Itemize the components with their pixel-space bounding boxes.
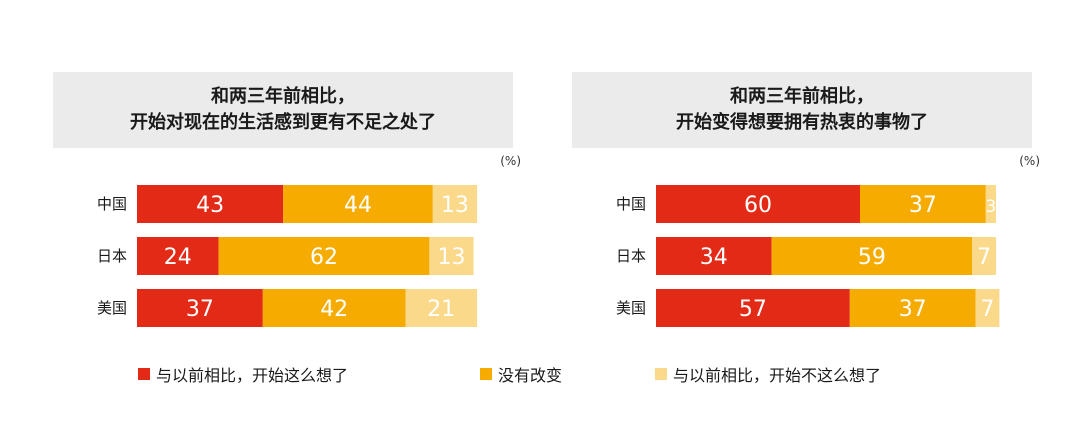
data-label: 57 — [739, 297, 767, 322]
legend-item-not-changed: 与以前相比，开始不这么想了 — [655, 362, 881, 386]
data-label: 60 — [744, 193, 772, 218]
chart-title-line-1: 和两三年前相比， — [211, 86, 355, 107]
legend-label: 与以前相比，开始这么想了 — [156, 366, 349, 385]
data-label: 13 — [438, 245, 466, 270]
chart-title: 和两三年前相比， 开始对现在的生活感到更有不足之处了 — [53, 72, 513, 148]
bar-segment-changed — [137, 185, 284, 223]
data-label: 37 — [186, 297, 214, 322]
bar-segment-unchanged — [849, 289, 976, 327]
legend: 与以前相比，开始这么想了 没有改变 与以前相比，开始不这么想了 — [0, 362, 1085, 386]
data-label: 44 — [344, 193, 372, 218]
legend-label: 与以前相比，开始不这么想了 — [673, 366, 882, 385]
data-label: 24 — [164, 245, 192, 270]
bar-segment-unchanged — [771, 237, 973, 275]
chart-panel-left: 和两三年前相比， 开始对现在的生活感到更有不足之处了 (%) 中国 43 44 13 日… — [53, 72, 521, 352]
legend-item-changed: 与以前相比，开始这么想了 — [138, 362, 348, 386]
chart-title-line-1: 和两三年前相比， — [730, 86, 874, 107]
data-label: 13 — [441, 193, 469, 218]
bar-segment-changed — [137, 237, 219, 275]
data-label: 62 — [310, 245, 338, 270]
bar-segment-unchanged — [218, 237, 430, 275]
legend-swatch — [138, 368, 150, 380]
chart-panel-right: 和两三年前相比， 开始变得想要拥有热衷的事物了 (%) 中国 60 37 3 日本 34 5… — [572, 72, 1040, 352]
data-label: 42 — [320, 297, 348, 322]
bar-segment-not-changed — [429, 237, 474, 275]
bar-segment-unchanged — [283, 185, 433, 223]
unit-label: (%) — [1019, 154, 1040, 168]
data-label: 37 — [899, 297, 927, 322]
legend-swatch — [655, 368, 667, 380]
legend-label: 没有改变 — [498, 366, 563, 385]
bar-segment-changed — [656, 289, 850, 327]
stacked-bar-chart-left: 中国 43 44 13 日本 24 62 13 美国 37 42 21 — [97, 185, 477, 327]
category-label: 中国 — [616, 195, 646, 213]
bar-segment-not-changed — [985, 185, 996, 223]
bar-segment-unchanged — [860, 185, 986, 223]
legend-swatch — [480, 368, 492, 380]
unit-label: (%) — [500, 154, 521, 168]
data-label: 43 — [196, 193, 224, 218]
data-label: 3 — [985, 197, 996, 217]
bar-segment-changed — [656, 237, 772, 275]
category-label: 美国 — [616, 299, 646, 317]
data-label: 34 — [700, 245, 728, 270]
category-label: 日本 — [97, 247, 127, 265]
data-label: 7 — [981, 297, 995, 322]
bar-segment-not-changed — [405, 289, 477, 327]
legend-item-unchanged: 没有改变 — [480, 362, 562, 386]
data-label: 37 — [909, 193, 937, 218]
bar-segment-not-changed — [975, 289, 1000, 327]
category-label: 美国 — [97, 299, 127, 317]
data-label: 59 — [858, 245, 886, 270]
chart-title-line-2: 开始变得想要拥有热衷的事物了 — [676, 112, 928, 133]
stacked-bar-chart-right: 中国 60 37 3 日本 34 59 7 美国 57 37 7 — [616, 185, 1000, 327]
bar-segment-unchanged — [262, 289, 406, 327]
chart-title: 和两三年前相比， 开始变得想要拥有热衷的事物了 — [572, 72, 1032, 148]
data-label: 7 — [977, 245, 991, 270]
bar-segment-not-changed — [432, 185, 477, 223]
bar-segment-not-changed — [972, 237, 996, 275]
bar-segment-changed — [656, 185, 860, 223]
data-label: 21 — [427, 297, 455, 322]
chart-title-line-2: 开始对现在的生活感到更有不足之处了 — [130, 112, 436, 133]
bar-segment-changed — [137, 289, 263, 327]
category-label: 日本 — [616, 247, 646, 265]
category-label: 中国 — [97, 195, 127, 213]
